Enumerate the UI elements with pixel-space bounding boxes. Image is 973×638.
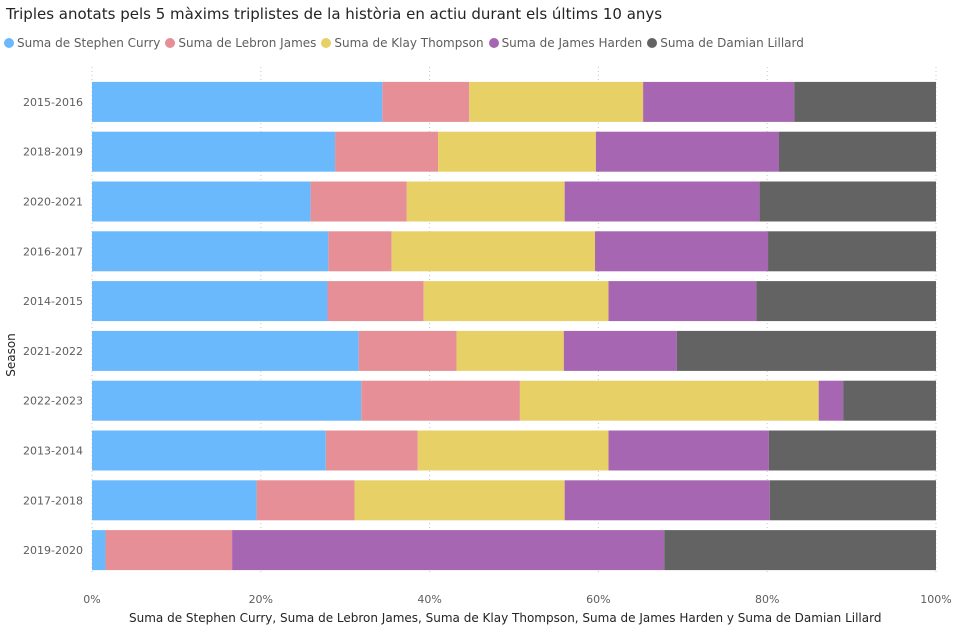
bar-segment[interactable] bbox=[818, 380, 844, 421]
y-tick-label: 2014-2015 bbox=[23, 295, 83, 308]
bar-segment[interactable] bbox=[391, 231, 596, 272]
legend-swatch bbox=[165, 38, 176, 48]
legend-swatch bbox=[4, 38, 14, 48]
y-tick-label: 2017-2018 bbox=[23, 494, 83, 507]
legend-item[interactable]: Suma de Lebron James bbox=[165, 36, 316, 50]
legend-label: Suma de James Harden bbox=[501, 36, 643, 50]
bar-segment[interactable] bbox=[92, 530, 106, 571]
legend-label: Suma de Stephen Curry bbox=[17, 36, 161, 50]
y-axis-title-text: Season bbox=[4, 333, 18, 377]
bar-segment[interactable] bbox=[92, 181, 311, 222]
x-axis-title: Suma de Stephen Curry, Suma de Lebron Ja… bbox=[129, 611, 882, 625]
y-tick-label: 2020-2021 bbox=[23, 196, 83, 209]
bar-segment[interactable] bbox=[361, 380, 520, 421]
bar-segment[interactable] bbox=[354, 480, 565, 521]
bar-segment[interactable] bbox=[328, 231, 392, 272]
bar-segment[interactable] bbox=[595, 231, 769, 272]
y-tick-label: 2022-2023 bbox=[23, 395, 83, 408]
bar-segment[interactable] bbox=[92, 131, 336, 172]
legend: Suma de Stephen Curry Suma de Lebron Jame… bbox=[4, 35, 809, 51]
bar-segment[interactable] bbox=[664, 530, 936, 571]
bar-segment[interactable] bbox=[423, 281, 609, 322]
bar-segment[interactable] bbox=[676, 330, 936, 371]
bar-segment[interactable] bbox=[417, 430, 609, 471]
bar-segment[interactable] bbox=[92, 281, 328, 322]
bar-segment[interactable] bbox=[608, 430, 769, 471]
bar-segment[interactable] bbox=[406, 181, 565, 222]
x-tick-label: 100% bbox=[920, 593, 951, 606]
y-tick-label: 2013-2014 bbox=[23, 445, 83, 458]
bar-segment[interactable] bbox=[92, 330, 359, 371]
bar-segment[interactable] bbox=[843, 380, 936, 421]
bar-segment[interactable] bbox=[105, 530, 233, 571]
bar-segment[interactable] bbox=[643, 81, 795, 122]
y-tick-label: 2021-2022 bbox=[23, 345, 83, 358]
bar-segment[interactable] bbox=[92, 480, 257, 521]
bar-segment[interactable] bbox=[595, 131, 780, 172]
x-tick-label: 40% bbox=[417, 593, 441, 606]
bar-segment[interactable] bbox=[92, 380, 362, 421]
bar-segment[interactable] bbox=[92, 81, 383, 122]
legend-label: Suma de Damian Lillard bbox=[660, 36, 804, 50]
bar-segment[interactable] bbox=[608, 281, 757, 322]
legend-item[interactable]: Suma de Stephen Curry bbox=[4, 36, 160, 50]
bar-segment[interactable] bbox=[519, 380, 819, 421]
legend-label: Suma de Klay Thompson bbox=[334, 36, 484, 50]
bar-segment[interactable] bbox=[358, 330, 457, 371]
x-tick-label: 0% bbox=[83, 593, 100, 606]
bar-segment[interactable] bbox=[92, 231, 329, 272]
bar-segment[interactable] bbox=[327, 281, 424, 322]
x-tick-label: 60% bbox=[586, 593, 610, 606]
bar-segment[interactable] bbox=[564, 480, 770, 521]
bar-segment[interactable] bbox=[469, 81, 644, 122]
bar-segment[interactable] bbox=[564, 181, 760, 222]
legend-item[interactable]: Suma de Damian Lillard bbox=[647, 36, 804, 50]
y-tick-label: 2016-2017 bbox=[23, 245, 83, 258]
bar-segment[interactable] bbox=[310, 181, 407, 222]
bar-segment[interactable] bbox=[456, 330, 564, 371]
bar-segment[interactable] bbox=[779, 131, 936, 172]
bar-segment[interactable] bbox=[756, 281, 936, 322]
bar-segment[interactable] bbox=[232, 530, 665, 571]
legend-item[interactable]: Suma de James Harden bbox=[488, 36, 643, 50]
bar-segment[interactable] bbox=[768, 231, 936, 272]
x-tick-label: 80% bbox=[755, 593, 779, 606]
bar-segment[interactable] bbox=[563, 330, 677, 371]
bar-segment[interactable] bbox=[335, 131, 439, 172]
x-tick-label: 20% bbox=[249, 593, 273, 606]
y-axis-title: Season bbox=[4, 330, 18, 380]
bar-segment[interactable] bbox=[382, 81, 470, 122]
chart-title: Triples anotats pels 5 màxims triplistes… bbox=[6, 5, 663, 23]
legend-swatch bbox=[647, 38, 658, 48]
bar-segment[interactable] bbox=[768, 430, 936, 471]
bar-segment[interactable] bbox=[325, 430, 418, 471]
bar-segment[interactable] bbox=[769, 480, 936, 521]
legend-label: Suma de Lebron James bbox=[178, 36, 317, 50]
bar-segment[interactable] bbox=[92, 430, 326, 471]
legend-swatch bbox=[321, 38, 332, 48]
bar-segment[interactable] bbox=[256, 480, 355, 521]
bar-segment[interactable] bbox=[759, 181, 936, 222]
legend-swatch bbox=[488, 38, 499, 48]
y-tick-label: 2015-2016 bbox=[23, 96, 83, 109]
bar-segment[interactable] bbox=[438, 131, 596, 172]
y-tick-label: 2018-2019 bbox=[23, 146, 83, 159]
bar-segment[interactable] bbox=[794, 81, 936, 122]
legend-item[interactable]: Suma de Klay Thompson bbox=[321, 36, 484, 50]
y-tick-label: 2019-2020 bbox=[23, 544, 83, 557]
